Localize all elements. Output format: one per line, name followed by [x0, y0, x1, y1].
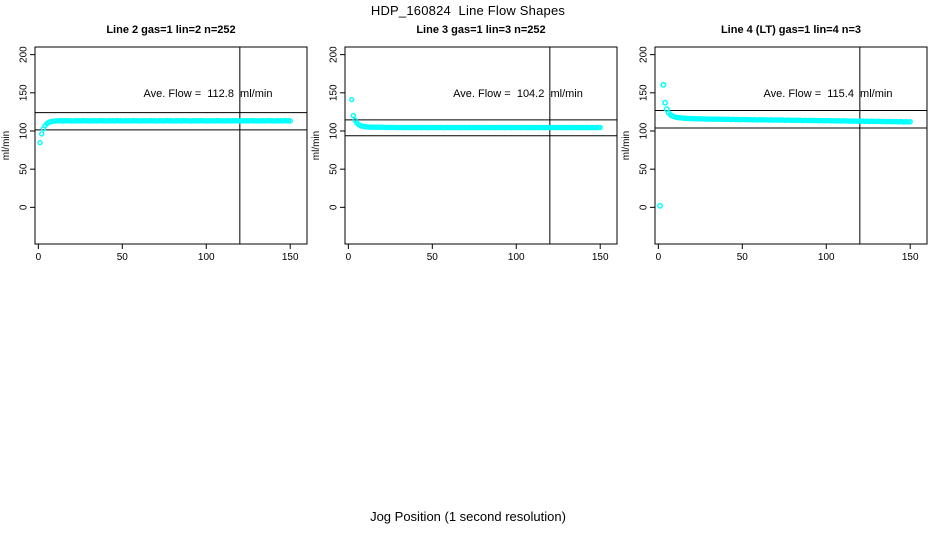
x-tick-label: 50 — [427, 252, 439, 263]
x-axis-label: Jog Position (1 second resolution) — [370, 509, 566, 524]
y-tick-label: 100 — [19, 122, 30, 139]
data-point — [597, 124, 603, 131]
y-tick-label: 200 — [19, 46, 30, 63]
data-point — [39, 131, 45, 137]
data-point-outlier — [663, 106, 670, 113]
y-tick-label: 0 — [639, 204, 650, 210]
data-point — [37, 139, 43, 146]
x-tick-label: 50 — [737, 252, 749, 263]
plot-canvas: 0 50 100 150 200 0 50 100 150 ml/min — [311, 46, 618, 263]
data-point-outlier — [657, 202, 663, 209]
y-tick-label: 200 — [639, 46, 650, 63]
x-tick-label: 0 — [36, 252, 42, 263]
x-tick-label: 0 — [346, 252, 352, 263]
x-tick-label: 50 — [117, 252, 129, 263]
subplot-line2: Line 2 gas=1 lin=2 n=252 0 50 100 150 200 0 50… — [0, 20, 316, 270]
data-point-outlier — [662, 99, 669, 106]
x-tick-label: 100 — [508, 252, 525, 263]
subplot-title: Line 4 (LT) gas=1 lin=4 n=3 — [720, 24, 862, 36]
data-point — [287, 118, 293, 124]
subplot-line4: Line 4 (LT) gas=1 lin=4 n=3 0 50 100 150 200… — [620, 20, 936, 270]
subplot-line3: Line 3 gas=1 lin=3 n=252 0 50 100 150 200 0 50… — [310, 20, 626, 270]
ave-flow-annotation: Ave. Flow = 112.8 ml/min — [143, 88, 273, 100]
data-point — [350, 112, 357, 119]
y-axis-label: ml/min — [1, 131, 12, 160]
y-tick-label: 150 — [329, 84, 340, 101]
y-tick-label: 100 — [329, 122, 340, 139]
plot-box — [34, 46, 308, 245]
y-axis-label: ml/min — [311, 131, 322, 160]
ave-flow-annotation: Ave. Flow = 115.4 ml/min — [763, 88, 893, 100]
x-tick-label: 100 — [818, 252, 835, 263]
data-point — [907, 119, 913, 125]
y-tick-label: 200 — [329, 46, 340, 63]
y-tick-label: 50 — [329, 163, 340, 175]
figure-title: HDP_160824 Line Flow Shapes — [370, 3, 566, 18]
y-tick-label: 50 — [639, 163, 650, 175]
plot-canvas: 0 50 100 150 200 0 50 100 150 ml/min — [1, 46, 308, 263]
plot-box — [654, 46, 928, 245]
plot-canvas: 0 50 100 150 200 0 50 100 150 ml/min — [621, 46, 928, 263]
x-tick-label: 150 — [282, 252, 299, 263]
y-tick-label: 100 — [639, 122, 650, 139]
y-tick-label: 50 — [19, 163, 30, 175]
y-tick-label: 0 — [329, 204, 340, 210]
x-tick-label: 0 — [656, 252, 662, 263]
y-tick-label: 0 — [19, 204, 30, 210]
subplot-title: Line 2 gas=1 lin=2 n=252 — [106, 24, 236, 36]
data-point — [349, 96, 355, 103]
x-tick-label: 150 — [592, 252, 609, 263]
data-point-outlier — [660, 81, 667, 88]
x-tick-label: 100 — [198, 252, 215, 263]
x-tick-label: 150 — [902, 252, 919, 263]
y-axis-label: ml/min — [621, 131, 632, 160]
ave-flow-annotation: Ave. Flow = 104.2 ml/min — [453, 88, 583, 100]
y-tick-label: 150 — [19, 84, 30, 101]
subplot-title: Line 3 gas=1 lin=3 n=252 — [416, 24, 546, 36]
y-tick-label: 150 — [639, 84, 650, 101]
plot-box — [344, 46, 618, 245]
